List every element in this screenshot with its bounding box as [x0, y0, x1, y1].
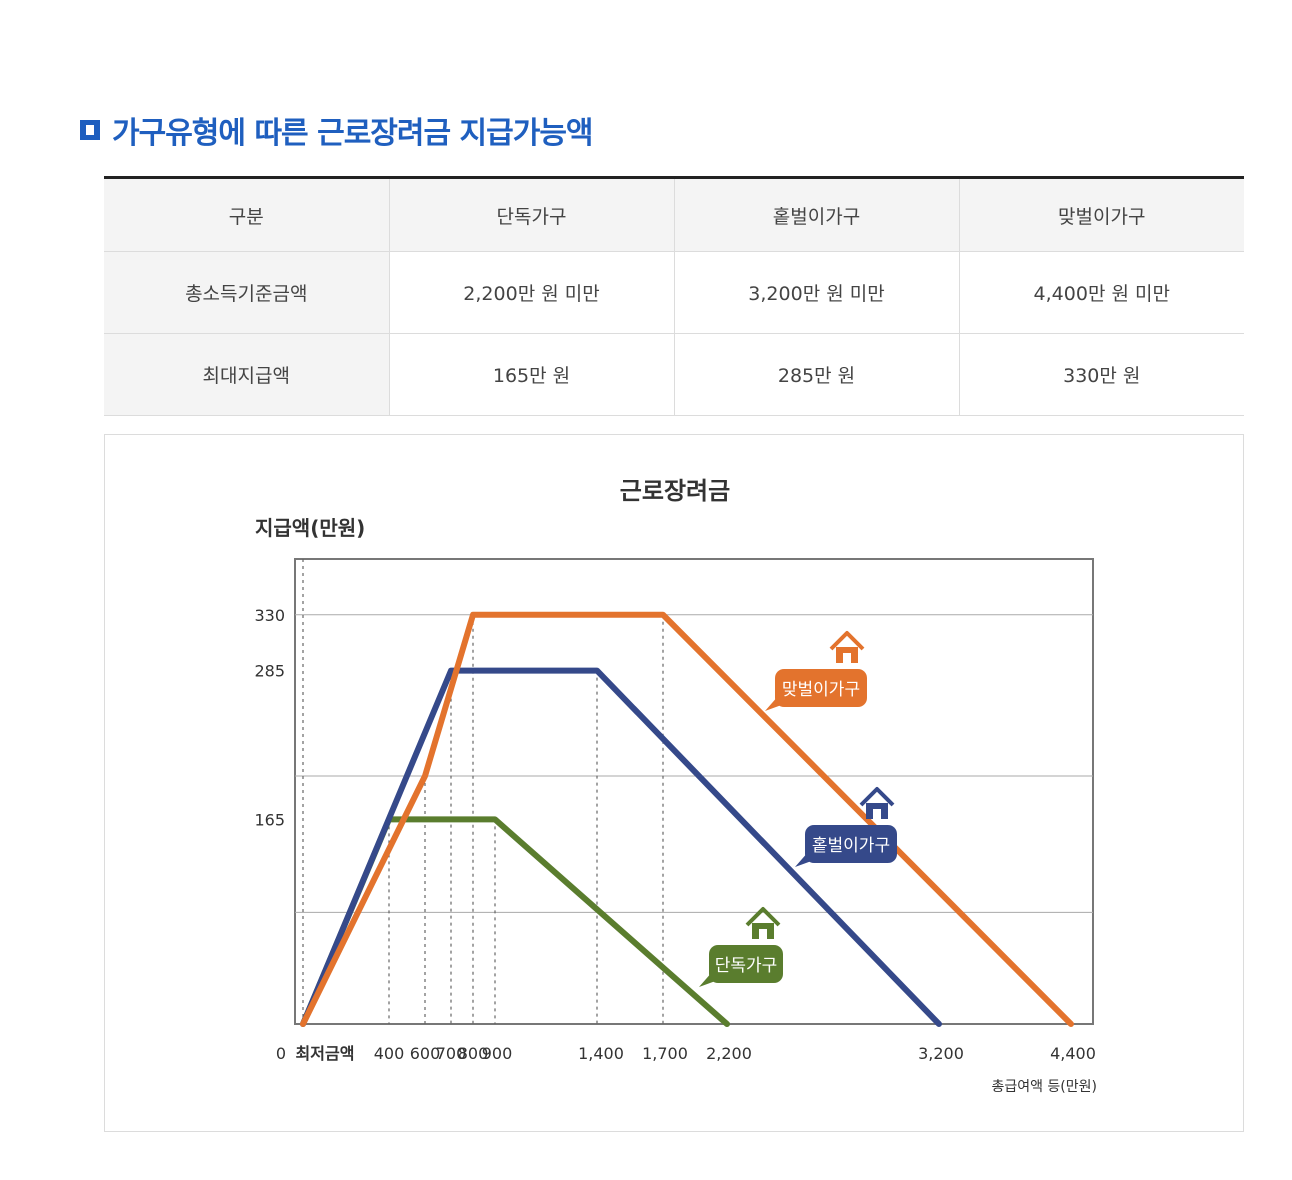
y-tick-label: 285: [254, 662, 285, 681]
series-line: [300, 611, 1074, 1027]
callout-box: [709, 945, 783, 983]
x-tick-label: 0: [276, 1044, 286, 1063]
table-cell: 330만 원: [959, 333, 1244, 416]
table-cell: 4,400만 원 미만: [959, 251, 1244, 334]
x-tick-label: 600: [410, 1044, 441, 1063]
table-header-cell: 홑벌이가구: [674, 177, 960, 252]
chart-title: 근로장려금: [620, 477, 730, 505]
x-tick-label: 1,700: [642, 1044, 688, 1063]
table-header-cell: 단독가구: [389, 177, 675, 252]
table-header-cell: 맞벌이가구: [959, 177, 1244, 252]
series-callout: 단독가구: [699, 907, 783, 987]
x-tick-label: 1,400: [578, 1044, 624, 1063]
house-icon: [745, 907, 781, 939]
x-axis-label: 총급여액 등(만원): [991, 1079, 1097, 1095]
table-cell: 3,200만 원 미만: [674, 251, 960, 334]
y-axis-label: 지급액(만원): [255, 516, 365, 540]
series-line: [300, 667, 942, 1027]
table-row-label: 최대지급액: [104, 333, 390, 416]
table-header-row: 구분 단독가구 홑벌이가구 맞벌이가구: [104, 177, 1244, 252]
section-title-text: 가구유형에 따른 근로장려금 지급가능액: [112, 116, 594, 151]
eligibility-table: 구분 단독가구 홑벌이가구 맞벌이가구 총소득기준금액 2,200만 원 미만 …: [104, 176, 1244, 416]
x-tick-label: 700: [436, 1044, 467, 1063]
x-tick-label: 최저금액: [296, 1044, 355, 1063]
chart-panel: 근로장려금 지급액(만원) 총급여액 등(만원) 단독가구 홑벌이가구 맞벌이가구 …: [104, 434, 1244, 1132]
table-cell: 165만 원: [389, 333, 675, 416]
table-row: 총소득기준금액 2,200만 원 미만 3,200만 원 미만 4,400만 원…: [104, 251, 1244, 334]
square-bullet-icon: [80, 120, 100, 140]
series-label: 단독가구: [715, 956, 778, 976]
house-icon: [829, 631, 865, 663]
x-tick-label: 800: [458, 1044, 489, 1063]
x-tick-label: 900: [482, 1044, 513, 1063]
callout-box: [775, 669, 867, 707]
x-tick-label: 4,400: [1050, 1044, 1096, 1063]
table-cell: 285만 원: [674, 333, 960, 416]
x-tick-label: 3,200: [918, 1044, 964, 1063]
x-tick-label: 400: [374, 1044, 405, 1063]
x-tick-label: 2,200: [706, 1044, 752, 1063]
table-row: 최대지급액 165만 원 285만 원 330만 원: [104, 333, 1244, 416]
y-tick-label: 165: [254, 810, 285, 829]
table-row-label: 총소득기준금액: [104, 251, 390, 334]
series-label: 홑벌이가구: [812, 836, 890, 856]
plot-frame: [294, 558, 1094, 1025]
table-cell: 2,200만 원 미만: [389, 251, 675, 334]
callout-box: [805, 825, 897, 863]
y-tick-label: 330: [254, 606, 285, 625]
table-header-cell: 구분: [104, 177, 390, 252]
series-label: 맞벌이가구: [782, 680, 860, 700]
series-callout: 홑벌이가구: [795, 787, 897, 867]
section-title: 가구유형에 따른 근로장려금 지급가능액: [80, 108, 594, 152]
series-callout: 맞벌이가구: [765, 631, 867, 711]
chart-svg: 근로장려금 지급액(만원) 총급여액 등(만원) 단독가구홑벌이가구맞벌이가구 …: [254, 477, 1097, 1095]
house-icon: [859, 787, 895, 819]
